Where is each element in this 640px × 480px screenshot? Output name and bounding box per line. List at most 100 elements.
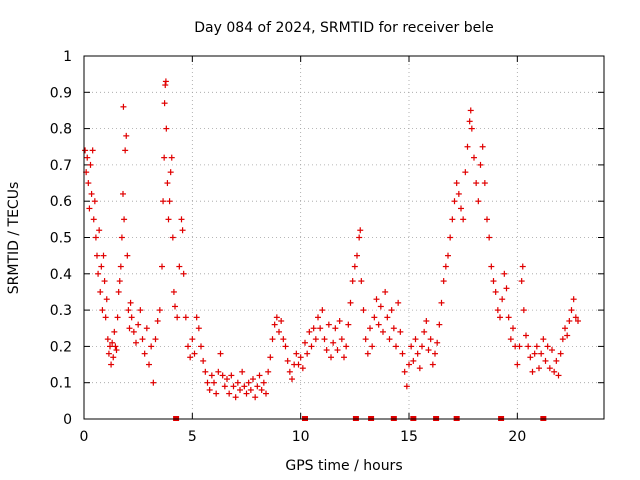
data-point: [566, 317, 573, 324]
data-point: [338, 336, 345, 343]
data-point: [341, 354, 347, 361]
data-point: [204, 379, 211, 386]
data-point: [397, 328, 404, 335]
data-point: [84, 154, 91, 161]
data-point: [423, 317, 430, 324]
data-point: [494, 307, 501, 314]
y-tick-label: 0.5: [50, 231, 72, 247]
data-point: [568, 307, 575, 314]
data-point: [354, 252, 360, 259]
data-point: [486, 234, 493, 241]
y-tick-label: 1: [63, 49, 72, 65]
data-point: [163, 125, 170, 132]
data-point: [82, 147, 89, 154]
data-point: [148, 343, 155, 350]
data-point: [234, 379, 241, 386]
data-point: [112, 343, 119, 350]
data-point: [410, 357, 417, 364]
data-point: [336, 317, 343, 324]
data-point: [99, 307, 106, 314]
data-point: [103, 296, 110, 303]
data-point: [312, 336, 319, 343]
data-point: [193, 314, 200, 321]
data-point: [176, 263, 183, 270]
y-axis-label: SRMTID / TECUs: [6, 182, 22, 295]
data-point: [408, 343, 415, 350]
data-point: [299, 365, 306, 372]
data-point: [178, 216, 185, 223]
data-point: [105, 350, 112, 357]
data-point: [226, 390, 233, 397]
data-point: [150, 379, 157, 386]
data-point: [317, 325, 324, 332]
data-point: [367, 325, 373, 332]
data-point: [170, 288, 177, 295]
data-point: [89, 147, 96, 154]
data-point: [278, 317, 285, 324]
data-point: [449, 216, 456, 223]
data-point: [538, 350, 545, 357]
data-point: [198, 343, 204, 350]
data-point: [282, 343, 289, 350]
data-point: [401, 368, 408, 375]
data-point: [169, 234, 176, 241]
data-point: [215, 368, 222, 375]
data-point: [572, 314, 579, 321]
data-point: [460, 216, 467, 223]
data-point: [221, 383, 228, 390]
data-point: [477, 161, 484, 168]
x-axis-label: GPS time / hours: [285, 458, 402, 474]
data-point: [107, 343, 113, 350]
data-point: [384, 314, 391, 321]
data-point: [421, 328, 428, 335]
data-point: [455, 190, 462, 197]
data-point: [382, 288, 389, 295]
data-point: [386, 336, 393, 343]
data-point: [447, 234, 454, 241]
data-point: [393, 343, 399, 350]
data-point: [373, 296, 380, 303]
data-point: [118, 234, 125, 241]
data-point: [165, 216, 172, 223]
data-point: [273, 314, 280, 321]
data-point: [520, 307, 527, 314]
data-point: [488, 263, 495, 270]
y-tick-label: 0: [63, 412, 72, 428]
y-tick-label: 0.3: [50, 303, 72, 319]
data-point: [254, 383, 261, 390]
data-point: [503, 285, 510, 292]
data-point: [388, 307, 395, 314]
x-tick-label: 5: [188, 429, 197, 445]
data-point: [436, 321, 443, 328]
data-point: [412, 336, 419, 343]
data-point: [475, 198, 482, 205]
data-point: [362, 336, 369, 343]
data-point: [364, 350, 371, 357]
data-point: [555, 372, 562, 379]
data-point: [100, 252, 107, 259]
data-point: [323, 347, 330, 354]
data-point: [200, 357, 207, 364]
data-point: [458, 205, 464, 212]
data-point: [479, 143, 486, 150]
data-point: [466, 118, 473, 125]
y-tick-label: 0.7: [50, 158, 72, 174]
data-point: [499, 296, 506, 303]
data-point: [302, 339, 308, 346]
data-point: [360, 307, 367, 314]
data-point: [471, 154, 477, 161]
data-point: [531, 350, 538, 357]
data-point: [141, 350, 148, 357]
data-point: [232, 394, 239, 401]
data-point: [137, 307, 144, 314]
x-axis-ticks: 0 5 10 15 20: [80, 56, 526, 445]
plot-frame: [83, 55, 605, 420]
data-point: [395, 299, 402, 306]
data-point: [87, 161, 94, 168]
data-point: [308, 343, 315, 350]
data-point: [533, 343, 540, 350]
y-tick-label: 0.4: [50, 267, 72, 283]
data-point: [325, 321, 332, 328]
x-tick-label: 10: [292, 429, 310, 445]
data-point: [162, 82, 169, 89]
